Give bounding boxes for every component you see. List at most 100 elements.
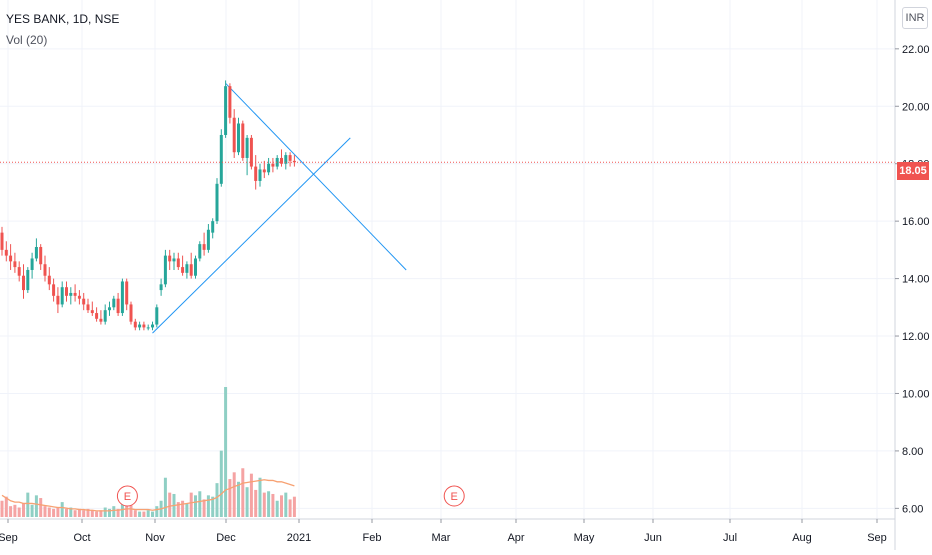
candle-body bbox=[65, 287, 68, 296]
volume-bar bbox=[275, 500, 279, 517]
volume-bar bbox=[52, 508, 56, 517]
volume-bar bbox=[77, 508, 81, 517]
volume-bar bbox=[206, 495, 210, 517]
candle-body bbox=[112, 298, 116, 308]
trendline[interactable] bbox=[225, 82, 407, 271]
candle-body bbox=[34, 246, 38, 259]
volume-bar bbox=[90, 510, 94, 517]
candle-body bbox=[249, 137, 253, 167]
volume-bar bbox=[22, 503, 25, 517]
volume-bar bbox=[228, 479, 232, 517]
volume-bar bbox=[13, 504, 17, 517]
earnings-marker[interactable]: E bbox=[116, 485, 138, 507]
candle-body bbox=[0, 232, 4, 250]
price-axis: 22.0020.0018.0016.0014.0012.0010.008.006… bbox=[895, 44, 930, 515]
volume-bar bbox=[47, 507, 51, 517]
candle-body bbox=[151, 324, 154, 328]
candle-body bbox=[56, 295, 60, 305]
volume-bar bbox=[245, 487, 249, 517]
volume-bar bbox=[95, 511, 99, 517]
volume-bar bbox=[215, 483, 219, 517]
last-price-badge: 18.05 bbox=[897, 162, 929, 180]
volume-bar bbox=[211, 496, 215, 517]
volume-bar bbox=[86, 508, 90, 517]
candle-body bbox=[39, 246, 43, 265]
candle-body bbox=[181, 267, 185, 273]
volume-bar bbox=[151, 511, 154, 517]
candle-body bbox=[232, 117, 236, 153]
volume-bar bbox=[254, 489, 258, 517]
trendlines bbox=[152, 82, 407, 334]
volume-bar bbox=[138, 511, 142, 517]
volume-bar bbox=[168, 492, 172, 517]
volume-bar bbox=[82, 510, 86, 517]
volume-bar bbox=[0, 500, 4, 517]
candle-body bbox=[284, 155, 288, 164]
volume-bar bbox=[99, 510, 103, 517]
candle-body bbox=[60, 287, 64, 305]
volume-bar bbox=[39, 498, 43, 517]
volume-bar bbox=[271, 493, 275, 517]
candle-body bbox=[206, 229, 210, 250]
volume-bar bbox=[26, 492, 30, 517]
volume-bar bbox=[17, 507, 21, 517]
volume-bar bbox=[202, 499, 206, 517]
volume-bar bbox=[69, 507, 73, 517]
candle-body bbox=[116, 298, 120, 314]
candle-body bbox=[73, 292, 77, 296]
volume-bar bbox=[73, 510, 77, 517]
candle-body bbox=[22, 275, 25, 291]
volume-bar bbox=[280, 495, 283, 517]
candle-body bbox=[155, 307, 159, 325]
volume-bar bbox=[43, 506, 47, 517]
y-tick-label: 16.00 bbox=[902, 216, 930, 228]
y-tick-label: 22.00 bbox=[902, 44, 930, 56]
candle-body bbox=[13, 261, 17, 268]
volume-bar bbox=[288, 499, 292, 517]
volume-bar bbox=[112, 506, 116, 517]
candle-body bbox=[237, 123, 240, 153]
candle-body bbox=[86, 304, 90, 311]
trendline[interactable] bbox=[152, 137, 351, 334]
volume-bar bbox=[198, 491, 202, 517]
earnings-marker[interactable]: E bbox=[443, 485, 465, 507]
candle-body bbox=[30, 258, 34, 270]
symbol-title[interactable]: YES BANK, 1D, NSE bbox=[6, 12, 120, 26]
volume-bar bbox=[65, 508, 68, 517]
time-axis: Sep Oct Nov Dec 2021 Feb Mar Apr May Jun Jul Aug Sep bbox=[0, 519, 887, 544]
x-tick-label: Dec bbox=[216, 532, 236, 544]
x-tick-label: Sep bbox=[0, 532, 18, 544]
candle-body bbox=[99, 318, 103, 322]
candle-body bbox=[142, 324, 146, 328]
x-tick-label: 2021 bbox=[287, 532, 311, 544]
volume-bar bbox=[232, 472, 236, 517]
candlesticks bbox=[0, 80, 296, 331]
candle-body bbox=[288, 155, 292, 161]
x-tick-label: Sep bbox=[867, 532, 887, 544]
candle-body bbox=[47, 275, 51, 285]
candle-body bbox=[215, 183, 219, 222]
candle-body bbox=[189, 264, 193, 276]
earnings-marker-circle bbox=[116, 485, 138, 507]
candle-body bbox=[258, 169, 262, 181]
candle-body bbox=[241, 123, 245, 158]
candle-body bbox=[280, 157, 283, 164]
candle-body bbox=[43, 264, 47, 276]
candle-body bbox=[120, 281, 124, 314]
y-tick-label: 6.00 bbox=[902, 503, 923, 515]
y-tick-label: 12.00 bbox=[902, 331, 930, 343]
volume-bar bbox=[189, 492, 193, 517]
candle-body bbox=[146, 327, 150, 329]
x-tick-label: Aug bbox=[792, 532, 812, 544]
candle-body bbox=[77, 295, 81, 299]
volume-legend[interactable]: Vol (20) bbox=[6, 33, 48, 47]
candle-body bbox=[211, 221, 215, 233]
volume-bar bbox=[146, 510, 150, 517]
currency-button[interactable]: INR bbox=[902, 7, 928, 29]
candle-body bbox=[95, 313, 99, 319]
candle-body bbox=[194, 258, 197, 276]
volume-bar bbox=[125, 503, 129, 517]
